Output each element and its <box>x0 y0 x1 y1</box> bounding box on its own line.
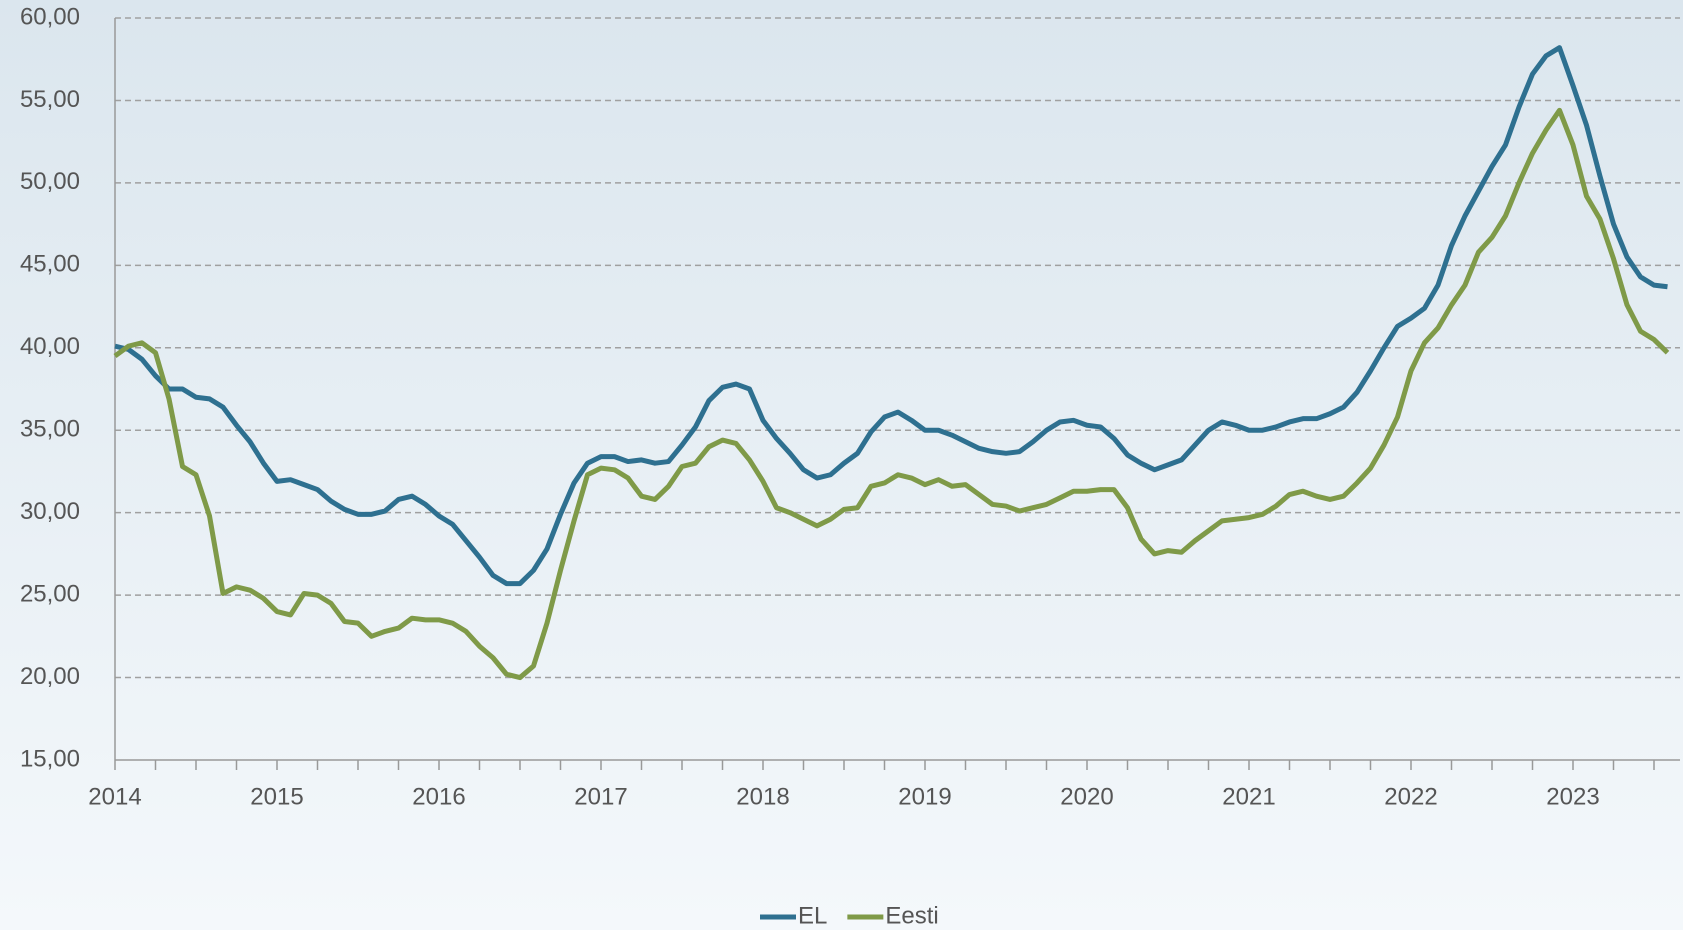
line-series <box>114 45 1668 587</box>
y-tick-label: 45,00 <box>20 251 80 278</box>
x-tick-label: 2020 <box>1060 783 1113 810</box>
y-tick-label: 30,00 <box>20 498 80 525</box>
x-tick-label: 2021 <box>1222 783 1275 810</box>
legend-label: EL <box>798 902 827 929</box>
x-tick-label: 2022 <box>1384 783 1437 810</box>
y-tick-label: 55,00 <box>20 86 80 113</box>
y-tick-label: 15,00 <box>20 745 80 772</box>
legend-label: Eesti <box>885 902 938 929</box>
x-tick-label: 2023 <box>1546 783 1599 810</box>
y-tick-label: 50,00 <box>20 168 80 195</box>
y-tick-label: 25,00 <box>20 580 80 607</box>
x-tick-label: 2018 <box>736 783 789 810</box>
x-tick-label: 2014 <box>88 783 141 810</box>
x-tick-label: 2017 <box>574 783 627 810</box>
x-tick-label: 2019 <box>898 783 951 810</box>
y-tick-label: 35,00 <box>20 416 80 443</box>
line-series <box>113 107 1670 681</box>
y-tick-label: 60,00 <box>20 3 80 30</box>
y-tick-label: 20,00 <box>20 663 80 690</box>
y-tick-label: 40,00 <box>20 333 80 360</box>
x-tick-label: 2016 <box>412 783 465 810</box>
x-tick-label: 2015 <box>250 783 303 810</box>
